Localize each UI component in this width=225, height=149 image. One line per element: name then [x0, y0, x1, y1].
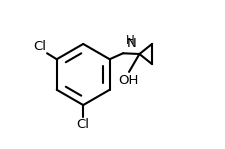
- Text: N: N: [127, 37, 136, 50]
- Text: H: H: [125, 34, 134, 47]
- Text: OH: OH: [118, 74, 138, 87]
- Text: Cl: Cl: [33, 39, 46, 52]
- Text: Cl: Cl: [76, 118, 89, 131]
